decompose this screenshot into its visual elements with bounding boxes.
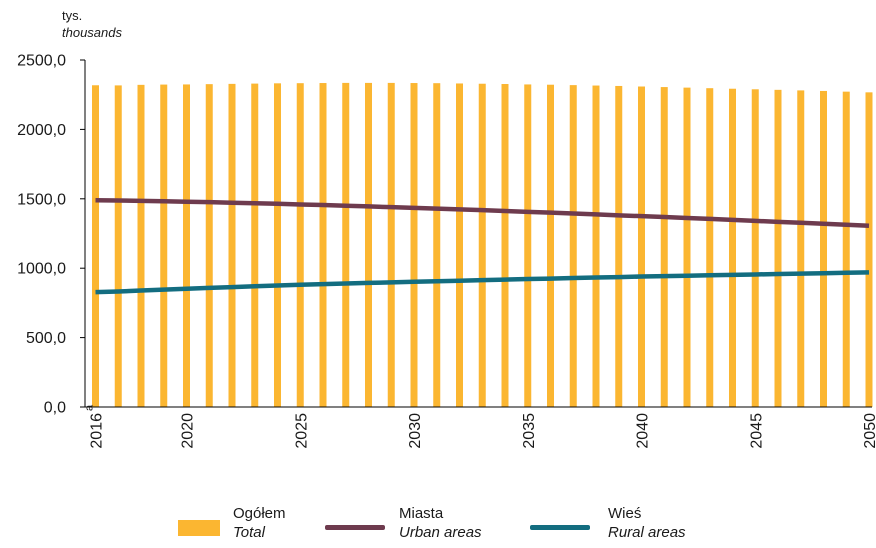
bar-total-2021 [205,84,213,408]
y-tick-label: 1500,0 [17,191,66,208]
footnote-mark: a [84,404,96,411]
bar-total-2027 [342,82,350,408]
bar-total-2039 [615,85,623,408]
x-tick-label: 2025 [293,413,310,449]
bar-total-2043 [706,88,714,408]
bar-total-2022 [228,83,236,408]
bar-total-2034 [501,84,509,407]
legend-label-en: Total [233,524,265,541]
bar-total-2041 [660,87,668,407]
legend-swatch-urban [325,525,385,530]
legend-label-pl: Miasta [399,505,444,522]
legend-label-pl: Wieś [608,505,642,522]
bar-total-2042 [683,87,691,408]
unit-label: tys. [62,8,83,23]
bar-total-2037 [569,85,577,408]
bar-total-2048 [820,90,827,407]
x-tick-label: 2050 [862,413,876,449]
bar-total-2036 [547,84,554,408]
bar-total-2029 [387,82,395,408]
unit-label-en: thousands [62,25,122,40]
legend-label-urban: Miasta Urban areas [399,504,482,542]
bar-total-2023 [251,83,259,407]
bar-total-2035 [524,84,532,408]
line-urban [95,197,870,228]
legend-label-en: Rural areas [608,524,686,541]
bar-total-2020 [183,84,190,408]
bar-total-2046 [774,89,782,407]
legend-label-pl: Ogółem [233,505,286,522]
y-tick-label: 2000,0 [17,122,66,139]
y-tick-label: 500,0 [26,330,66,347]
bar-total-2026 [319,83,327,407]
y-tick-label: 0,0 [44,400,66,417]
bar-total-2044 [729,88,736,407]
bar-total-2045 [751,89,759,407]
bar-total-2017 [114,85,122,408]
y-tick-label: 1000,0 [17,261,66,278]
x-tick-label: 2016 [89,413,106,449]
legend-label-total: Ogółem Total [233,504,286,542]
bar-total-2024 [274,83,281,407]
bar-total-2031 [433,83,441,408]
x-tick-label: 2035 [521,413,538,449]
legend-label-en: Urban areas [399,524,482,541]
bar-total-2030 [410,83,418,407]
bar-total-2018 [137,84,145,407]
bar-total-2040 [638,86,645,407]
bar-total-2028 [365,82,372,408]
axes: 0,0 500,0 1000,0 1500,0 2000,0 2500,0 2016 2020… [17,53,876,449]
y-tick-label: 2500,0 [17,53,66,70]
legend-swatch-rural [530,525,590,530]
x-tick-label: 2045 [748,413,765,449]
bar-total-2025 [296,83,304,408]
line-rural [95,270,870,295]
bar-total-2050 [865,92,873,407]
legend: Ogółem Total Miasta Urban areas Wieś Rur… [0,504,876,548]
chart: 0,0 500,0 1000,0 1500,0 2000,0 2500,0 2016 2020… [17,53,876,449]
bar-total-2049 [842,91,850,408]
series-lines [95,197,870,295]
bars-total [92,82,873,408]
bar-total-2047 [797,90,805,408]
bar-total-2032 [456,83,463,408]
x-tick-label: 2020 [180,413,197,449]
bar-total-2033 [478,83,486,407]
bar-total-2019 [160,84,168,407]
x-tick-label: 2040 [635,413,652,449]
legend-label-rural: Wieś Rural areas [608,504,686,542]
x-tick-label: 2030 [407,413,424,449]
legend-swatch-total [178,520,220,536]
bar-total-2038 [592,85,600,407]
bar-total-2016 [92,85,99,407]
